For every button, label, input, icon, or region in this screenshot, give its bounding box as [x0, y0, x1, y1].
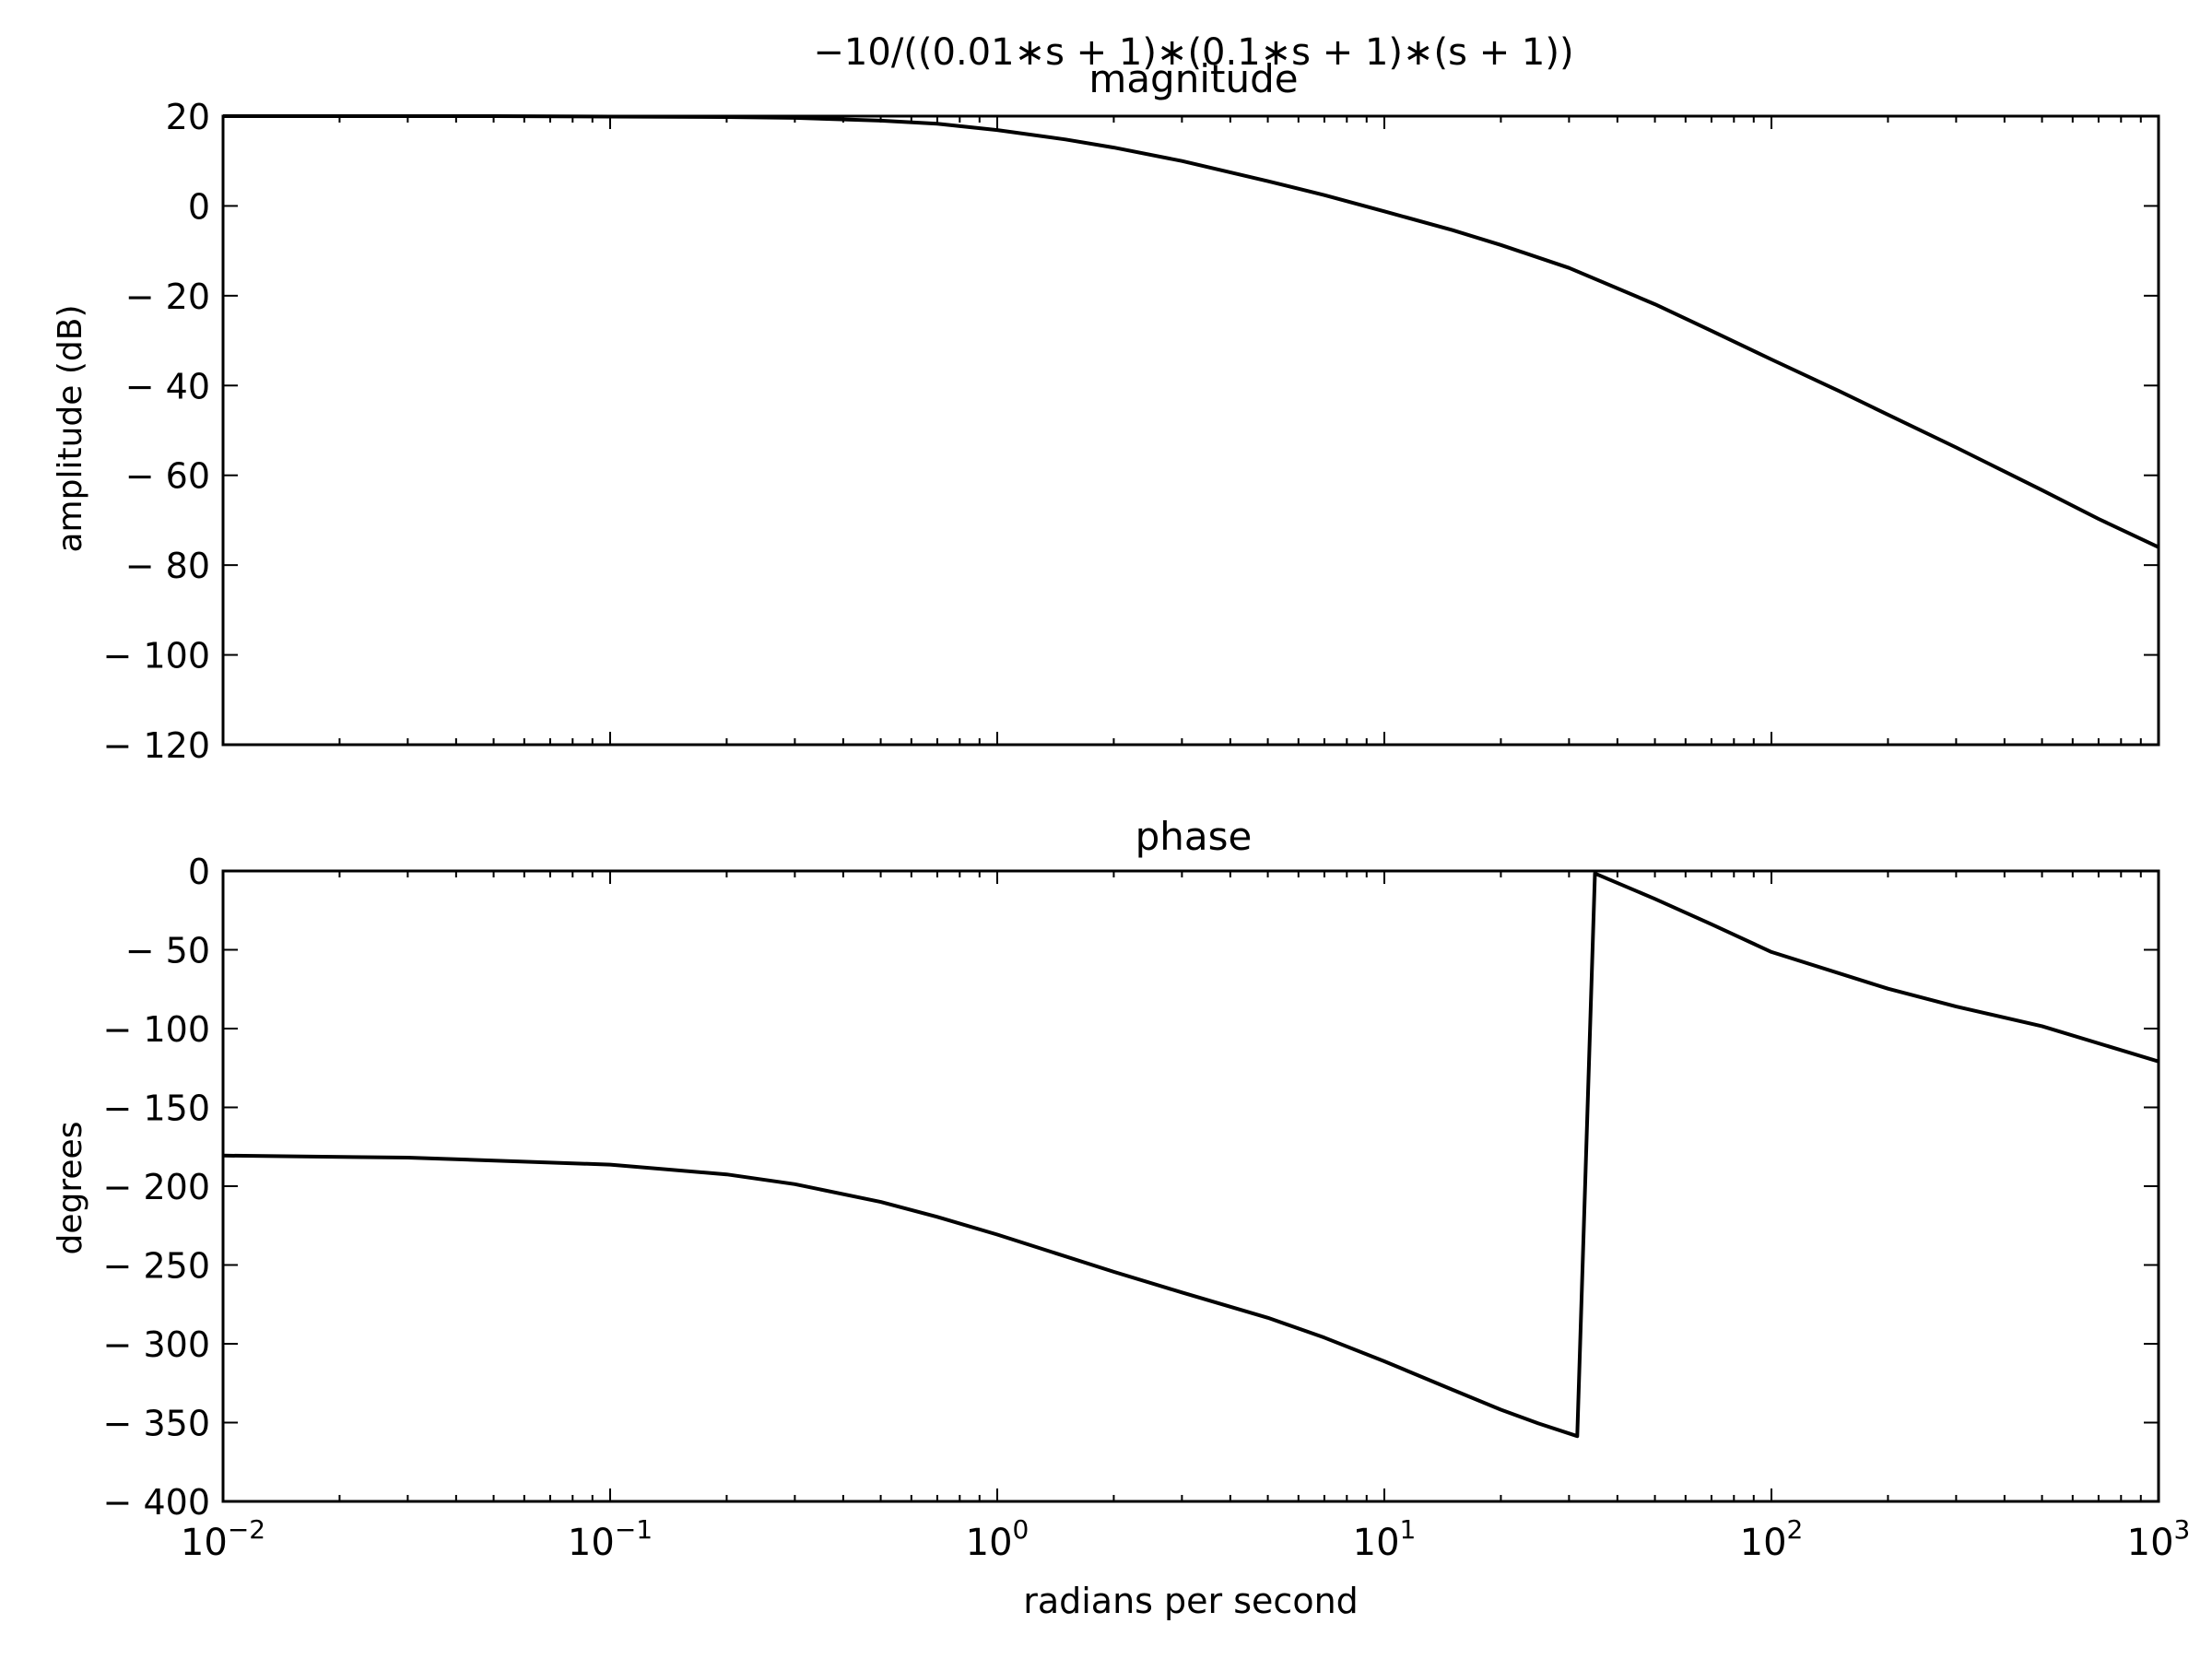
x-tick-label-base: 10 [568, 1522, 615, 1564]
phase-x-tick-labels: 10−2 10−1 100 101 102 103 [181, 1514, 2190, 1564]
x-tick-label-exponent: −2 [228, 1514, 265, 1545]
y-tick-label: − 120 [103, 725, 210, 766]
y-tick-label: − 100 [103, 1009, 210, 1050]
x-tick-label-exponent: −1 [615, 1514, 653, 1545]
x-axis-label: radians per second [1023, 1581, 1359, 1621]
phase-title: phase [1135, 814, 1253, 859]
magnitude-y-axis-label: amplitude (dB) [52, 305, 89, 553]
y-tick-label: − 250 [103, 1246, 210, 1287]
y-tick-label: − 60 [125, 456, 210, 497]
x-tick-label: 103 [2127, 1514, 2191, 1564]
phase-lines [222, 871, 2159, 1439]
x-tick-label: 10−1 [568, 1514, 653, 1564]
y-tick-label: − 400 [103, 1482, 210, 1523]
x-tick-label-base: 10 [181, 1522, 228, 1564]
y-tick-label: − 40 [125, 366, 210, 406]
y-tick-label: − 200 [103, 1167, 210, 1207]
y-tick-label: − 20 [125, 276, 210, 317]
y-tick-label: − 100 [103, 636, 210, 677]
x-tick-label-exponent: 3 [2174, 1514, 2191, 1545]
x-tick-label-base: 10 [1740, 1522, 1787, 1564]
y-tick-label: 20 [166, 97, 210, 137]
magnitude-y-tick-labels: 20 0 − 20 − 40 − 60 − 80 − 100 − 120 [103, 97, 210, 766]
x-tick-label: 10−2 [181, 1514, 265, 1564]
y-tick-label: − 300 [103, 1324, 210, 1365]
magnitude-plot-frame [221, 114, 2160, 747]
magnitude-subplot: magnitude amplitude (dB) 20 0 − 20 − 40 − 60… [52, 56, 2160, 766]
x-tick-label-base: 10 [1353, 1522, 1400, 1564]
y-tick-label: − 150 [103, 1088, 210, 1129]
x-tick-label: 100 [966, 1514, 1030, 1564]
x-tick-label-exponent: 1 [1400, 1514, 1417, 1545]
phase-series-line [222, 871, 2159, 1439]
x-tick-label: 101 [1353, 1514, 1417, 1564]
phase-subplot: phase degrees 0 − 50 − 100 − 150 − 200 − 250 −… [52, 814, 2190, 1621]
phase-plot-frame [221, 869, 2160, 1503]
phase-y-tick-labels: 0 − 50 − 100 − 150 − 200 − 250 − 300 − 350 − 400 [103, 852, 210, 1523]
figure-suptitle: −10/((0.01∗s + 1)∗(0.1∗s + 1)∗(s + 1)) [813, 31, 1573, 74]
magnitude-title: magnitude [1088, 56, 1298, 101]
x-tick-label-exponent: 2 [1787, 1514, 1804, 1545]
y-tick-label: 0 [188, 186, 210, 227]
y-tick-label: 0 [188, 852, 210, 892]
y-tick-label: − 350 [103, 1404, 210, 1444]
y-tick-label: − 50 [125, 931, 210, 971]
x-tick-label: 102 [1740, 1514, 1804, 1564]
x-tick-label-exponent: 0 [1013, 1514, 1030, 1545]
phase-y-axis-label: degrees [52, 1122, 89, 1255]
y-tick-label: − 80 [125, 546, 210, 586]
x-tick-label-base: 10 [966, 1522, 1013, 1564]
x-tick-label-base: 10 [2127, 1522, 2174, 1564]
